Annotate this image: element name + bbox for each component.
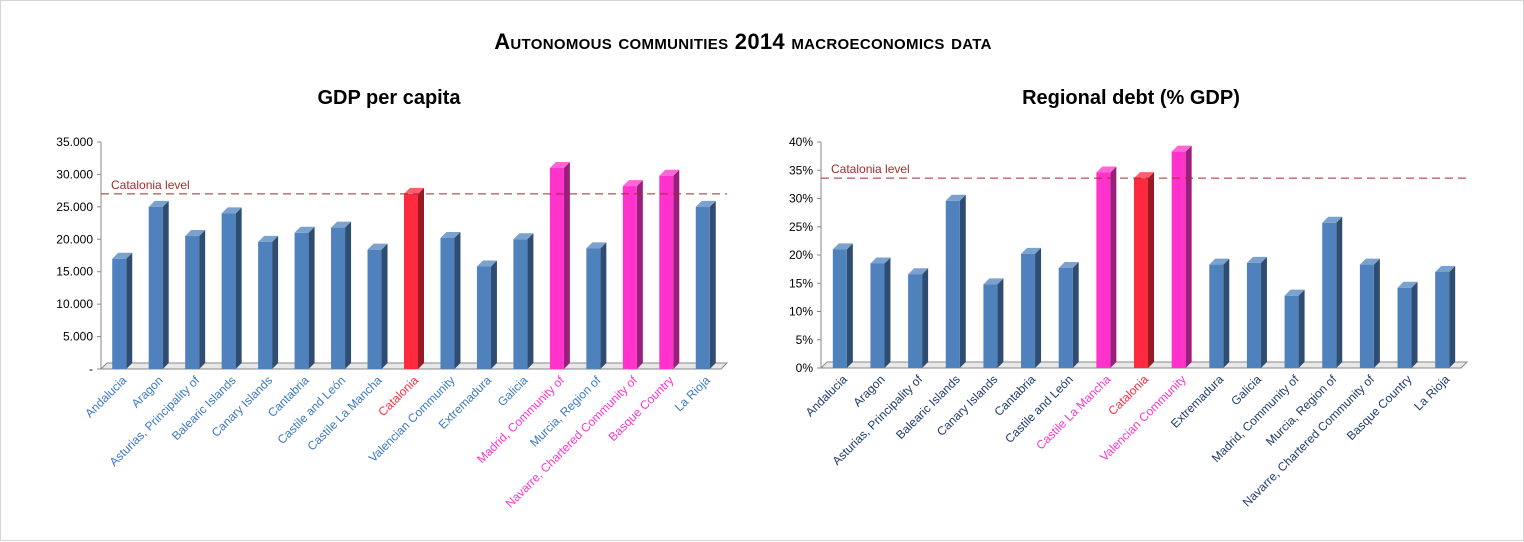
y-tick-label: 25.000 — [56, 200, 93, 214]
bar — [1021, 247, 1042, 368]
bar — [908, 268, 929, 368]
y-tick-label: 10% — [789, 305, 813, 319]
chart-title: GDP per capita — [317, 87, 461, 109]
y-tick-label: 30% — [789, 192, 813, 206]
y-tick-label: 35% — [789, 163, 813, 177]
bar — [185, 230, 206, 369]
bar — [1435, 265, 1456, 368]
bar — [1134, 172, 1154, 368]
bar — [945, 194, 966, 368]
bar — [1359, 258, 1380, 368]
y-tick-label: 35.000 — [56, 135, 93, 149]
y-tick-label: 10.000 — [56, 297, 93, 311]
category-label: Andalucia — [82, 373, 129, 420]
bar — [695, 200, 716, 369]
y-tick-label: 5.000 — [63, 330, 93, 344]
category-label: Basque Country — [606, 373, 677, 444]
y-tick-label: 15.000 — [56, 265, 93, 279]
gdp-per-capita-chart: GDP per capita - 5.000 10.000 15.000 20.000 25… — [56, 87, 729, 511]
category-label: Basque Country — [1344, 372, 1415, 443]
bar — [148, 200, 169, 369]
bar — [1209, 258, 1230, 368]
bar — [1171, 145, 1192, 368]
category-label: Castile and León — [1002, 372, 1076, 446]
bar — [258, 235, 279, 369]
category-label: Galicia — [1228, 372, 1264, 408]
bar — [659, 169, 680, 369]
regional-debt-chart: Regional debt (% GDP) 0% 5% 10% 15% 20% 25% 30%… — [789, 87, 1469, 509]
bar — [513, 233, 534, 369]
reference-label: Catalonia level — [831, 162, 910, 176]
category-label: La Rioja — [672, 373, 713, 414]
y-tick-label: 20.000 — [56, 232, 93, 246]
category-label: Balearic Islands — [169, 373, 239, 443]
y-tick-label: 0% — [796, 361, 814, 375]
bar — [404, 187, 424, 369]
bar — [870, 257, 891, 368]
y-tick-label: 25% — [789, 220, 813, 234]
bar — [983, 278, 1004, 368]
category-label: Aragon — [850, 372, 887, 409]
bar — [1397, 281, 1418, 368]
y-tick-label: 15% — [789, 276, 813, 290]
reference-label: Catalonia level — [111, 178, 190, 192]
bar — [331, 221, 352, 369]
y-tick-label: - — [89, 362, 93, 376]
y-tick-label: 20% — [789, 248, 813, 262]
bar — [1246, 256, 1267, 368]
bar — [112, 252, 133, 369]
bar — [1096, 166, 1117, 368]
bar — [294, 226, 315, 369]
chart-title: Regional debt (% GDP) — [1022, 87, 1240, 109]
category-label: Navarre, Chartered Community of — [503, 373, 641, 511]
bar — [622, 180, 643, 369]
y-tick-label: 30.000 — [56, 167, 93, 181]
page-title: Autonomous communities 2014 macroeconomi… — [494, 29, 992, 54]
y-tick-label: 5% — [796, 333, 814, 347]
bar — [1322, 216, 1343, 368]
bar — [586, 242, 607, 369]
y-tick-label: 40% — [789, 135, 813, 149]
bar — [221, 207, 242, 369]
bar — [367, 243, 388, 369]
category-label: Andalucia — [803, 372, 850, 419]
bar — [440, 231, 461, 369]
category-label: La Rioja — [1411, 372, 1452, 413]
bar — [476, 260, 497, 369]
bar — [832, 243, 853, 368]
bar — [549, 161, 570, 369]
bar — [1284, 289, 1305, 368]
bar — [1058, 261, 1079, 368]
